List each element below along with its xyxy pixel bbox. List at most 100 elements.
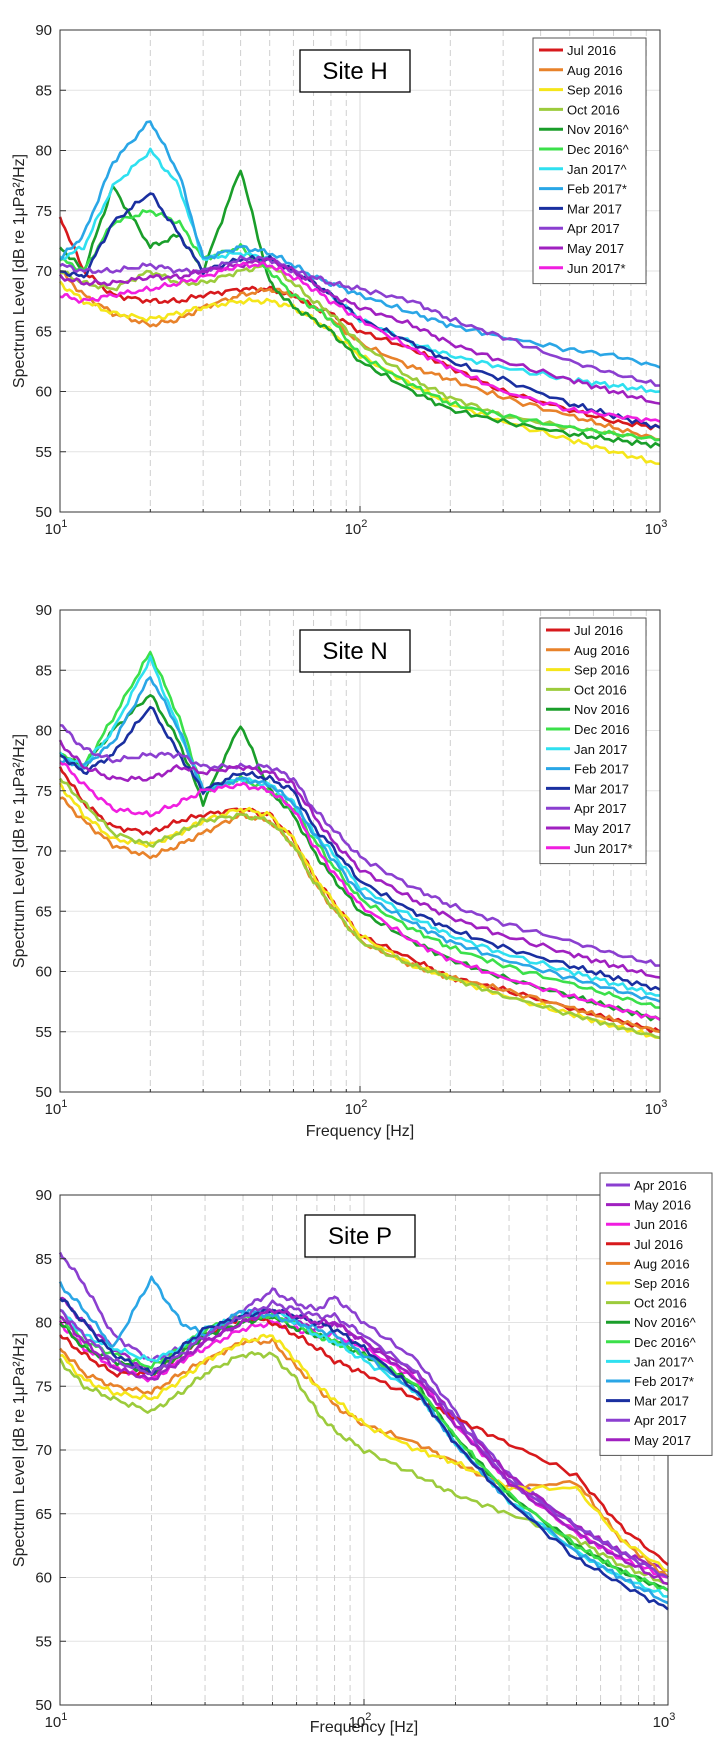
y-tick-label: 50 xyxy=(35,1697,52,1714)
legend-label: Aug 2016 xyxy=(634,1256,690,1271)
x-tick-label: 103 xyxy=(653,1711,676,1731)
legend-label: Jul 2016 xyxy=(567,43,616,58)
series-line-dec-2016- xyxy=(59,1311,669,1592)
site-label-box xyxy=(299,629,411,673)
y-tick-label: 50 xyxy=(35,1084,52,1101)
series-line-mar-2017 xyxy=(59,705,661,991)
legend-label: Oct 2016 xyxy=(574,682,627,697)
y-axis-label: Spectrum Level [dB re 1μPa²/Hz] xyxy=(11,1333,28,1567)
legend-label: Apr 2017 xyxy=(567,221,620,236)
x-tick-label: 102 xyxy=(345,1098,368,1118)
legend-label: Feb 2017 xyxy=(574,762,629,777)
series-line-dec-2016- xyxy=(59,209,661,442)
y-tick-label: 65 xyxy=(35,903,52,920)
series-line-apr-2017 xyxy=(59,724,661,967)
y-tick-label: 50 xyxy=(35,504,52,521)
site-label-box xyxy=(299,49,411,93)
legend-label: Feb 2017* xyxy=(634,1374,694,1389)
series-line-may-2017 xyxy=(58,739,661,979)
series-line-dec-2016 xyxy=(59,650,661,1009)
x-axis-label: Frequency [Hz] xyxy=(306,1123,414,1140)
x-tick-label: 101 xyxy=(45,1098,68,1118)
y-tick-label: 85 xyxy=(35,1251,52,1268)
legend-label: Dec 2016^ xyxy=(567,142,630,157)
legend-label: Aug 2016 xyxy=(574,643,630,658)
legend-label: Jul 2016 xyxy=(634,1237,683,1252)
series-line-jul-2016 xyxy=(58,216,661,431)
site-label-box xyxy=(304,1214,416,1258)
legend-label: Nov 2016^ xyxy=(634,1315,697,1330)
x-tick-label: 102 xyxy=(345,518,368,538)
legend-label: Jun 2016 xyxy=(634,1217,688,1232)
legend-label: Mar 2017 xyxy=(574,781,629,796)
legend-label: May 2016 xyxy=(634,1198,691,1213)
legend-label: Jan 2017 xyxy=(574,742,628,757)
y-axis-label: Spectrum Level [dB re 1μPa²/Hz] xyxy=(11,734,28,968)
legend-label: Jun 2017* xyxy=(567,261,626,276)
series-line-feb-2017 xyxy=(59,676,661,1003)
y-tick-label: 75 xyxy=(35,783,52,800)
legend-label: Dec 2016^ xyxy=(634,1335,697,1350)
legend-label: May 2017 xyxy=(574,821,631,836)
series-line-sep-2016 xyxy=(59,1333,669,1573)
series-line-nov-2016- xyxy=(59,169,661,449)
legend-label: May 2017 xyxy=(634,1433,691,1448)
chart-panel-site-p: 50 55 60 65 70 75 80 85 90 101 102 103 Frequency [Hz… xyxy=(0,1165,718,1739)
site-label: Site H xyxy=(322,58,387,85)
series-line-may-2017 xyxy=(59,1308,669,1586)
legend-box xyxy=(599,1172,713,1456)
y-axis-label: Spectrum Level [dB re 1μPa²/Hz] xyxy=(11,154,28,388)
series-line-jun-2017- xyxy=(59,761,661,1021)
legend-label: Oct 2016 xyxy=(634,1296,687,1311)
y-tick-label: 70 xyxy=(35,843,52,860)
legend-box xyxy=(539,617,647,865)
legend-label: Apr 2017 xyxy=(634,1413,687,1428)
y-tick-label: 65 xyxy=(35,323,52,340)
legend-label: Dec 2016 xyxy=(574,722,630,737)
y-tick-label: 80 xyxy=(35,723,52,740)
legend-label: Feb 2017* xyxy=(567,182,627,197)
y-tick-label: 65 xyxy=(35,1506,52,1523)
y-tick-label: 80 xyxy=(35,143,52,160)
legend-label: Sep 2016 xyxy=(574,663,630,678)
x-tick-label: 101 xyxy=(45,518,68,538)
legend-label: Mar 2017 xyxy=(634,1394,689,1409)
series-line-jun-2017- xyxy=(59,261,661,423)
series-line-mar-2017 xyxy=(59,1297,669,1611)
y-tick-label: 90 xyxy=(35,22,52,39)
y-tick-label: 55 xyxy=(35,444,52,461)
series-line-oct-2016 xyxy=(58,777,661,1040)
site-label: Site N xyxy=(322,638,387,665)
y-tick-label: 75 xyxy=(35,1378,52,1395)
legend-label: Jun 2017* xyxy=(574,841,633,856)
legend-label: Sep 2016 xyxy=(634,1276,690,1291)
y-tick-label: 70 xyxy=(35,1442,52,1459)
y-tick-label: 80 xyxy=(35,1315,52,1332)
series-line-apr-2017 xyxy=(59,254,661,387)
y-tick-label: 55 xyxy=(35,1633,52,1650)
legend-label: Jan 2017^ xyxy=(634,1354,694,1369)
y-tick-label: 85 xyxy=(35,82,52,99)
legend-label: Apr 2016 xyxy=(634,1178,687,1193)
legend-label: Mar 2017 xyxy=(567,201,622,216)
y-tick-label: 75 xyxy=(35,203,52,220)
legend-label: Nov 2016 xyxy=(574,702,630,717)
series-line-may-2016 xyxy=(59,1296,669,1573)
x-tick-label: 101 xyxy=(45,1711,68,1731)
y-tick-label: 60 xyxy=(35,384,52,401)
y-tick-label: 60 xyxy=(35,964,52,981)
legend-box xyxy=(532,37,647,285)
legend-label: Oct 2016 xyxy=(567,102,620,117)
y-tick-label: 60 xyxy=(35,1570,52,1587)
legend-label: Jan 2017^ xyxy=(567,162,627,177)
legend-label: May 2017 xyxy=(567,241,624,256)
site-label: Site P xyxy=(328,1223,392,1250)
legend-label: Jul 2016 xyxy=(574,623,623,638)
series-line-oct-2016 xyxy=(58,1351,669,1586)
x-tick-label: 103 xyxy=(645,1098,668,1118)
y-tick-label: 55 xyxy=(35,1024,52,1041)
y-tick-label: 70 xyxy=(35,263,52,280)
